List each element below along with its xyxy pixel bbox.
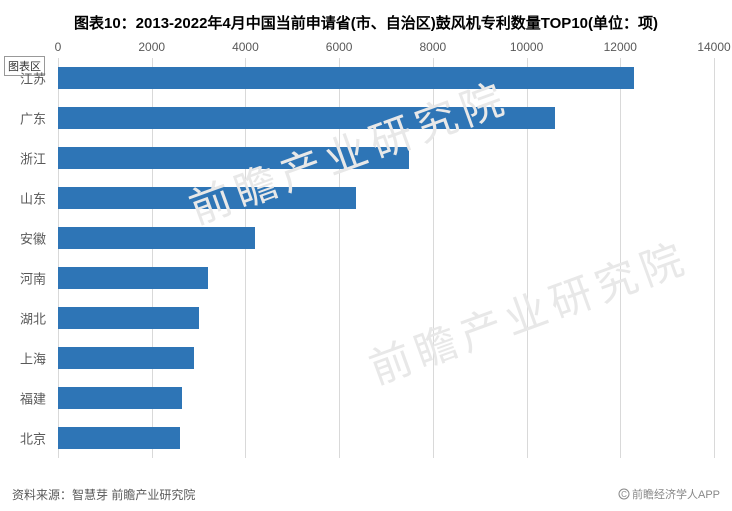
y-category-label: 广东 xyxy=(20,109,46,128)
x-tick-label: 12000 xyxy=(604,40,637,54)
bar xyxy=(58,227,255,249)
y-category-label: 浙江 xyxy=(20,149,46,168)
attribution-text: 前瞻经济学人APP xyxy=(632,489,720,501)
bar xyxy=(58,187,356,209)
y-category-label: 北京 xyxy=(20,429,46,448)
copyright-icon: C xyxy=(618,488,630,503)
x-tick-label: 4000 xyxy=(232,40,259,54)
chart-title: 图表10：2013-2022年4月中国当前申请省(市、自治区)鼓风机专利数量TO… xyxy=(0,0,732,41)
bar xyxy=(58,347,194,369)
y-category-label: 山东 xyxy=(20,189,46,208)
source-text: 资料来源：智慧芽 前瞻产业研究院 xyxy=(12,486,195,503)
y-category-label: 湖北 xyxy=(20,309,46,328)
x-tick-label: 0 xyxy=(55,40,62,54)
svg-text:C: C xyxy=(621,490,627,499)
y-axis: 江苏广东浙江山东安徽河南湖北上海福建北京 xyxy=(0,58,52,458)
bar xyxy=(58,427,180,449)
gridline xyxy=(620,58,621,458)
x-tick-label: 14000 xyxy=(697,40,730,54)
bar xyxy=(58,107,555,129)
attribution: C 前瞻经济学人APP xyxy=(618,486,720,503)
y-category-label: 安徽 xyxy=(20,229,46,248)
x-tick-label: 2000 xyxy=(138,40,165,54)
bar xyxy=(58,147,409,169)
chart-plot xyxy=(58,58,714,458)
bar xyxy=(58,67,634,89)
bar xyxy=(58,307,199,329)
y-category-label: 河南 xyxy=(20,269,46,288)
x-tick-label: 6000 xyxy=(326,40,353,54)
x-axis: 02000400060008000100001200014000 xyxy=(58,40,714,56)
x-tick-label: 8000 xyxy=(419,40,446,54)
bar xyxy=(58,387,182,409)
y-category-label: 上海 xyxy=(20,349,46,368)
x-tick-label: 10000 xyxy=(510,40,543,54)
y-category-label: 江苏 xyxy=(20,69,46,88)
y-category-label: 福建 xyxy=(20,389,46,408)
gridline xyxy=(714,58,715,458)
bar xyxy=(58,267,208,289)
